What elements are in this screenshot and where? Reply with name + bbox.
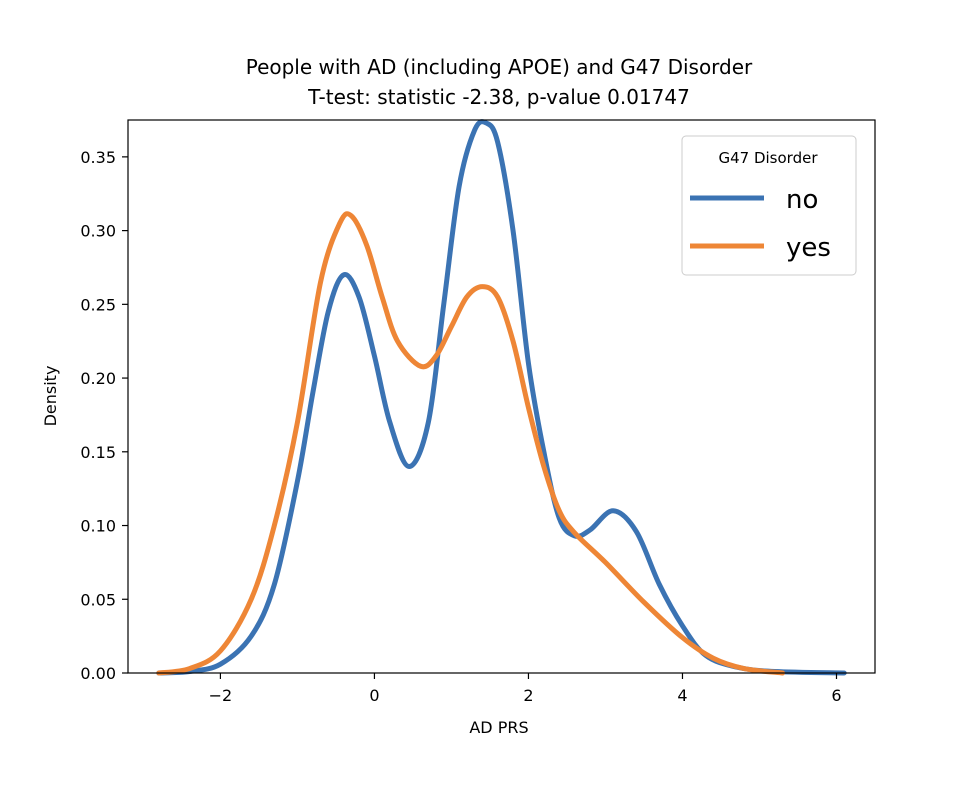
chart-subtitle: T-test: statistic -2.38, p-value 0.01747 bbox=[307, 85, 690, 109]
series-line-no bbox=[156, 119, 847, 676]
x-axis: −2 0 2 4 6 bbox=[209, 673, 842, 705]
y-tick-label: 0.05 bbox=[80, 590, 116, 609]
legend-label-yes: yes bbox=[786, 233, 831, 263]
y-tick-label: 0.20 bbox=[80, 369, 116, 388]
x-tick-label: 2 bbox=[523, 686, 533, 705]
y-tick-label: 0.35 bbox=[80, 148, 116, 167]
y-axis-label: Density bbox=[41, 366, 60, 427]
legend-label-no: no bbox=[786, 185, 818, 215]
y-axis: 0.00 0.05 0.10 0.15 0.20 0.25 0.30 0.35 bbox=[80, 148, 128, 683]
x-tick-label: 6 bbox=[831, 686, 841, 705]
y-tick-label: 0.15 bbox=[80, 443, 116, 462]
series-line-yes bbox=[156, 211, 786, 676]
x-tick-label: −2 bbox=[209, 686, 233, 705]
y-tick-label: 0.25 bbox=[80, 295, 116, 314]
y-tick-label: 0.10 bbox=[80, 517, 116, 536]
x-tick-label: 4 bbox=[677, 686, 687, 705]
x-tick-label: 0 bbox=[369, 686, 379, 705]
x-axis-label: AD PRS bbox=[469, 718, 528, 737]
chart-title: People with AD (including APOE) and G47 … bbox=[246, 55, 753, 79]
legend-title: G47 Disorder bbox=[718, 149, 818, 167]
legend: G47 Disorder no yes bbox=[681, 135, 857, 276]
y-tick-label: 0.30 bbox=[80, 222, 116, 241]
plot-area bbox=[156, 119, 847, 676]
legend-box bbox=[681, 135, 857, 276]
plot-frame bbox=[127, 119, 876, 674]
y-tick-label: 0.00 bbox=[80, 664, 116, 683]
